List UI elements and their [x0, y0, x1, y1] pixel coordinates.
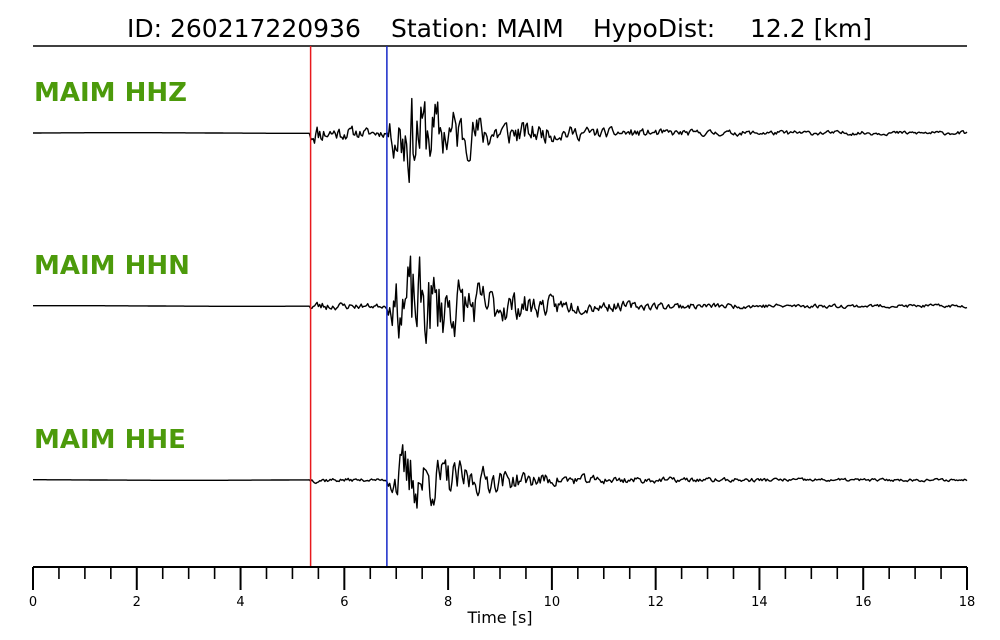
trace-label-1: MAIM HHZ: [34, 78, 187, 108]
x-tick-label: 18: [959, 595, 976, 610]
trace-line-3: [33, 444, 968, 509]
x-axis-label: Time [s]: [466, 608, 532, 627]
x-tick-label: 16: [855, 595, 872, 610]
x-tick-label: 0: [29, 595, 37, 610]
x-tick-label: 2: [133, 595, 141, 610]
x-tick-label: 12: [647, 595, 664, 610]
x-tick-label: 14: [751, 595, 768, 610]
station-name: Station: MAIM: [391, 14, 564, 43]
trace-line-1: [33, 97, 968, 183]
x-tick-label: 8: [444, 595, 452, 610]
hypodist-label: HypoDist:: [593, 14, 715, 43]
time-axis: 0 2 4 6 8 10 12 14 16 18: [29, 566, 976, 610]
hypodist-value: 12.2 [km]: [750, 14, 872, 43]
trace-label-2: MAIM HHN: [34, 251, 190, 281]
x-tick-label: 6: [340, 595, 348, 610]
traces-group: MAIM HHZ MAIM HHN MAIM HHE: [33, 78, 968, 509]
chart-title: ID: 260217220936 Station: MAIM HypoDist:…: [127, 14, 872, 43]
trace-label-3: MAIM HHE: [34, 425, 186, 455]
x-tick-label: 10: [544, 595, 561, 610]
picks-group: [309, 46, 388, 567]
x-tick-label: 4: [236, 595, 244, 610]
event-id: ID: 260217220936: [127, 14, 361, 43]
trace-line-2: [33, 255, 968, 344]
